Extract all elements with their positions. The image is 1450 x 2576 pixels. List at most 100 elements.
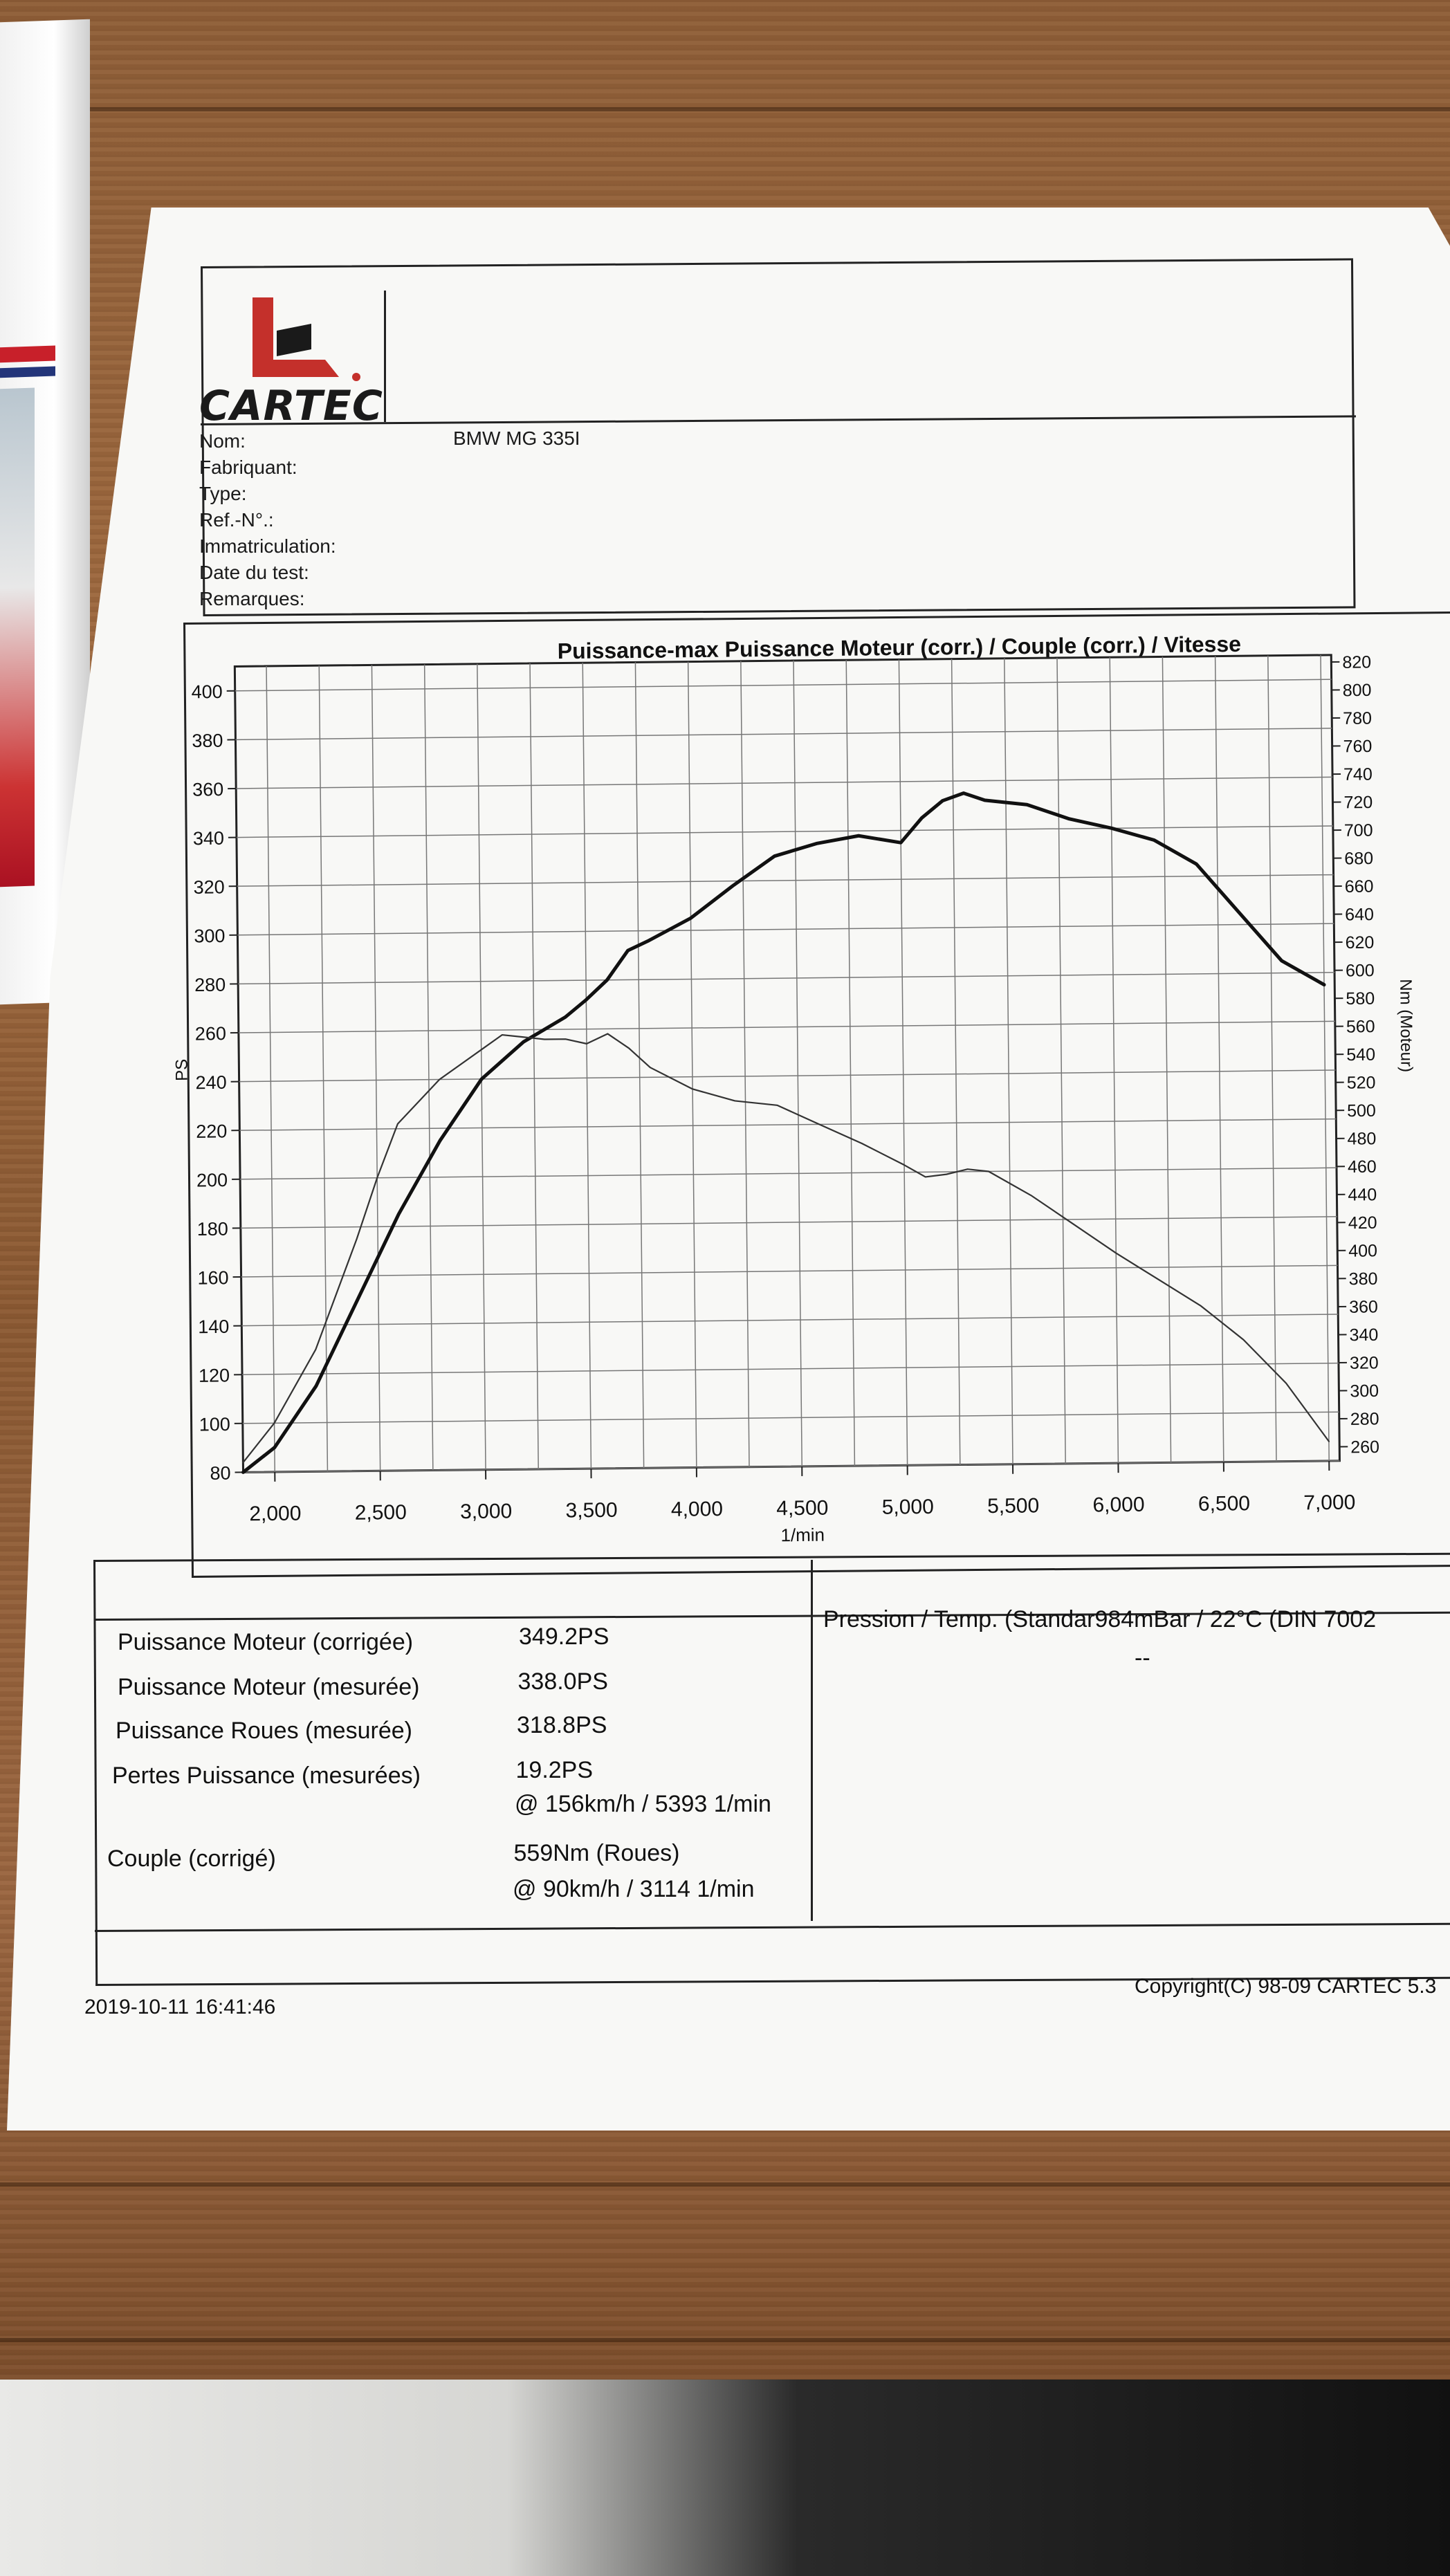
x-tick-label: 2,500 bbox=[355, 1501, 407, 1525]
info-value: BMW MG 335I bbox=[453, 427, 580, 449]
y-left-tick-label: 320 bbox=[193, 876, 224, 897]
grid-line-vertical bbox=[582, 663, 592, 1469]
stat-label: Pertes Puissance (mesurées) bbox=[112, 1763, 421, 1789]
grid-line-vertical bbox=[898, 659, 908, 1466]
y-left-tick-label: 280 bbox=[194, 975, 226, 995]
grid-line-horizontal bbox=[239, 1069, 1336, 1083]
floor-rug bbox=[0, 2380, 1450, 2576]
y-right-tick-label: 580 bbox=[1346, 989, 1375, 1009]
y-left-tick-label: 80 bbox=[210, 1463, 230, 1484]
y-right-tick-label: 380 bbox=[1349, 1269, 1378, 1289]
grid-line-vertical bbox=[318, 665, 329, 1472]
grid-line-vertical bbox=[1162, 656, 1172, 1463]
grid-line-vertical bbox=[1214, 656, 1224, 1462]
y-right-tick-label: 660 bbox=[1345, 877, 1374, 896]
y-right-tick-label: 480 bbox=[1347, 1129, 1376, 1148]
grid-line-vertical bbox=[740, 661, 750, 1467]
grid-line-horizontal bbox=[238, 1020, 1335, 1033]
y-right-tick-label: 320 bbox=[1350, 1353, 1379, 1372]
y-right-tick-label: 440 bbox=[1348, 1185, 1377, 1204]
x-axis-label: 1/min bbox=[780, 1525, 825, 1546]
grid-line-horizontal bbox=[239, 1118, 1337, 1131]
stat-value: 318.8PS bbox=[517, 1712, 607, 1738]
x-tick-label: 5,500 bbox=[987, 1494, 1039, 1518]
y-right-tick-label: 520 bbox=[1347, 1073, 1376, 1092]
grid-line-horizontal bbox=[237, 923, 1334, 936]
conditions-dash: -- bbox=[1135, 1645, 1150, 1671]
stat-label: Puissance Roues (mesurée) bbox=[116, 1718, 412, 1744]
y-right-tick-label: 600 bbox=[1346, 961, 1375, 980]
grid-line-horizontal bbox=[235, 728, 1332, 741]
info-label: Immatriculation: bbox=[199, 535, 336, 557]
grid-line-vertical bbox=[371, 665, 381, 1471]
grid-line-horizontal bbox=[241, 1264, 1338, 1278]
stat-value: @ 90km/h / 3114 1/min bbox=[513, 1876, 755, 1902]
y-right-tick-label: 560 bbox=[1346, 1017, 1375, 1036]
x-tick-label: 6,500 bbox=[1198, 1492, 1250, 1516]
grid-line-horizontal bbox=[237, 874, 1334, 887]
x-tick-label: 4,500 bbox=[776, 1497, 828, 1520]
y-left-tick-label: 180 bbox=[197, 1219, 228, 1240]
x-tick-label: 5,000 bbox=[882, 1496, 934, 1519]
stat-label: Puissance Moteur (corrigée) bbox=[118, 1629, 414, 1655]
y-right-tick-label: 420 bbox=[1348, 1213, 1377, 1233]
grid-line-horizontal bbox=[236, 825, 1333, 838]
y-right-tick-label: 760 bbox=[1343, 737, 1372, 756]
info-label: Fabriquant: bbox=[199, 457, 297, 478]
x-tick-label: 2,000 bbox=[249, 1502, 301, 1526]
grid-line-vertical bbox=[1267, 655, 1277, 1462]
info-label: Remarques: bbox=[199, 588, 305, 609]
y-right-tick-label: 740 bbox=[1343, 764, 1373, 784]
y-right-tick-label: 720 bbox=[1343, 793, 1373, 812]
grid-line-horizontal bbox=[242, 1411, 1339, 1424]
y-right-tick-label: 280 bbox=[1350, 1409, 1379, 1428]
y-right-tick-label: 640 bbox=[1345, 905, 1374, 924]
y-right-tick-label: 300 bbox=[1350, 1381, 1379, 1401]
grid-line-vertical bbox=[266, 665, 276, 1472]
info-label: Type: bbox=[199, 483, 247, 504]
grid-line-vertical bbox=[951, 659, 961, 1465]
grid-line-vertical bbox=[423, 664, 434, 1471]
stat-value: @ 156km/h / 5393 1/min bbox=[515, 1791, 771, 1817]
info-label: Ref.-N°.: bbox=[199, 509, 274, 531]
y-left-tick-label: 400 bbox=[192, 681, 223, 702]
info-label: Nom: bbox=[199, 430, 246, 452]
stat-label: Puissance Moteur (mesurée) bbox=[118, 1674, 420, 1700]
y-left-tick-label: 380 bbox=[192, 730, 223, 751]
y-left-tick-label: 200 bbox=[196, 1170, 228, 1190]
grid-line-vertical bbox=[687, 661, 697, 1468]
power-curve-line bbox=[241, 791, 1326, 1474]
y-left-tick-label: 220 bbox=[196, 1121, 227, 1141]
y-right-axis-label: Nm (Moteur) bbox=[1396, 979, 1415, 1072]
grid-line-horizontal bbox=[241, 1314, 1339, 1327]
y-left-tick-label: 140 bbox=[198, 1316, 229, 1337]
grid-line-vertical bbox=[634, 662, 645, 1469]
y-right-tick-label: 260 bbox=[1350, 1437, 1379, 1457]
grid-line-vertical bbox=[1109, 657, 1119, 1464]
stat-value: 349.2PS bbox=[519, 1623, 609, 1650]
stat-label: Couple (corrigé) bbox=[107, 1846, 276, 1872]
y-right-tick-label: 620 bbox=[1345, 933, 1374, 953]
grid-line-horizontal bbox=[240, 1216, 1337, 1229]
y-left-tick-label: 100 bbox=[199, 1414, 230, 1435]
grid-line-vertical bbox=[1320, 655, 1330, 1461]
y-left-tick-label: 120 bbox=[199, 1365, 230, 1386]
grid-line-vertical bbox=[793, 660, 802, 1466]
grid-line-vertical bbox=[477, 663, 486, 1470]
grid-line-horizontal bbox=[240, 1167, 1337, 1180]
y-right-tick-label: 500 bbox=[1347, 1101, 1376, 1121]
y-left-tick-label: 300 bbox=[194, 926, 225, 946]
y-right-tick-label: 400 bbox=[1348, 1241, 1377, 1260]
y-right-tick-label: 360 bbox=[1349, 1297, 1378, 1316]
info-label: Date du test: bbox=[199, 562, 309, 583]
grid-line-horizontal bbox=[243, 1460, 1340, 1473]
grid-line-horizontal bbox=[242, 1362, 1339, 1375]
plank-seam bbox=[0, 2338, 1450, 2342]
y-right-tick-label: 700 bbox=[1344, 821, 1373, 840]
x-tick-label: 7,000 bbox=[1303, 1491, 1355, 1515]
y-right-tick-label: 800 bbox=[1343, 681, 1372, 700]
y-right-tick-label: 820 bbox=[1342, 652, 1371, 672]
torque-curve-line bbox=[242, 1033, 1330, 1464]
grid-line-vertical bbox=[1056, 658, 1066, 1464]
